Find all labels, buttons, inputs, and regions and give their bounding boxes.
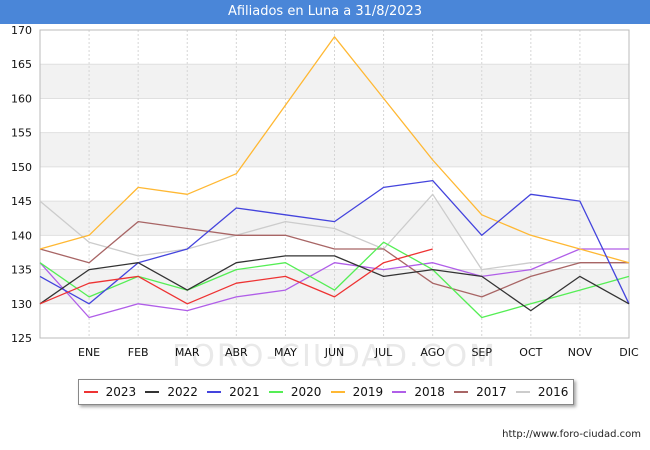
legend-entry-2017: 2017 bbox=[454, 385, 507, 399]
legend-swatch bbox=[83, 391, 98, 393]
legend-swatch bbox=[330, 391, 345, 393]
y-tick-label: 145 bbox=[11, 195, 32, 208]
x-axis-ticks: ENE FEB MAR ABR MAY JUN JUL AGO SEP OCT NOV DIC bbox=[78, 346, 639, 359]
legend-entry-2016: 2016 bbox=[515, 385, 569, 399]
y-tick-label: 130 bbox=[11, 298, 32, 311]
legend-entry-2019: 2019 bbox=[330, 385, 384, 399]
legend-entry-2022: 2022 bbox=[145, 385, 198, 399]
legend-swatch bbox=[268, 391, 283, 393]
x-tick-label: DIC bbox=[619, 346, 639, 359]
legend-label: 2020 bbox=[290, 385, 322, 399]
series-line-2023 bbox=[39, 248, 433, 305]
series-line-2022 bbox=[39, 255, 630, 312]
y-tick-label: 140 bbox=[11, 229, 32, 242]
x-tick-label: AGO bbox=[420, 346, 445, 359]
x-tick-label: MAY bbox=[274, 346, 297, 359]
plot-border bbox=[39, 29, 630, 339]
plot-band bbox=[40, 64, 629, 99]
y-axis-ticks: 125 130 135 140 145 150 155 160 165 170 bbox=[11, 24, 32, 345]
y-tick-label: 125 bbox=[11, 332, 32, 345]
legend-swatch bbox=[454, 391, 469, 393]
x-tick-label: FEB bbox=[128, 346, 149, 359]
x-tick-label: JUN bbox=[324, 346, 345, 359]
x-tick-label: JUL bbox=[374, 346, 393, 359]
legend-label: 2016 bbox=[537, 385, 569, 399]
y-tick-label: 165 bbox=[11, 58, 32, 71]
chart-title: Afiliados en Luna a 31/8/2023 bbox=[0, 0, 650, 24]
source-url: http://www.foro-ciudad.com bbox=[502, 429, 641, 440]
x-tick-label: SEP bbox=[471, 346, 492, 359]
x-tick-label: NOV bbox=[568, 346, 593, 359]
legend-label: 2017 bbox=[476, 385, 507, 399]
plot-band bbox=[40, 132, 629, 167]
legend-entry-2023: 2023 bbox=[83, 385, 137, 399]
legend-label: 2019 bbox=[352, 385, 384, 399]
y-tick-label: 150 bbox=[11, 161, 32, 174]
legend-label: 2023 bbox=[105, 385, 137, 399]
watermark: FORO-CIUDAD.COM bbox=[172, 339, 497, 374]
legend-entry-2021: 2021 bbox=[207, 385, 260, 399]
legend-label: 2021 bbox=[229, 385, 260, 399]
y-tick-label: 160 bbox=[11, 92, 32, 105]
x-tick-label: ABR bbox=[225, 346, 248, 359]
grid bbox=[39, 29, 630, 339]
y-tick-label: 170 bbox=[11, 24, 32, 37]
legend-label: 2018 bbox=[414, 385, 445, 399]
legend-entry-2020: 2020 bbox=[268, 385, 322, 399]
x-tick-label: OCT bbox=[519, 346, 542, 359]
y-tick-label: 135 bbox=[11, 264, 32, 277]
series-line-2016 bbox=[39, 193, 629, 271]
x-tick-label: ENE bbox=[78, 346, 100, 359]
y-tick-label: 155 bbox=[11, 127, 32, 140]
x-tick-label: MAR bbox=[175, 346, 200, 359]
legend-entry-2018: 2018 bbox=[392, 385, 445, 399]
series-lines bbox=[39, 36, 630, 319]
legend-swatch bbox=[515, 391, 530, 393]
series-line-2017 bbox=[39, 220, 629, 298]
legend-swatch bbox=[392, 391, 407, 393]
legend-label: 2022 bbox=[167, 385, 198, 399]
series-line-2018 bbox=[39, 248, 629, 319]
series-line-2019 bbox=[39, 36, 630, 264]
legend-swatch bbox=[207, 391, 222, 393]
legend: 2023 2022 2021 2020 2019 2018 2017 2016 bbox=[78, 379, 574, 405]
legend-swatch bbox=[145, 391, 160, 393]
